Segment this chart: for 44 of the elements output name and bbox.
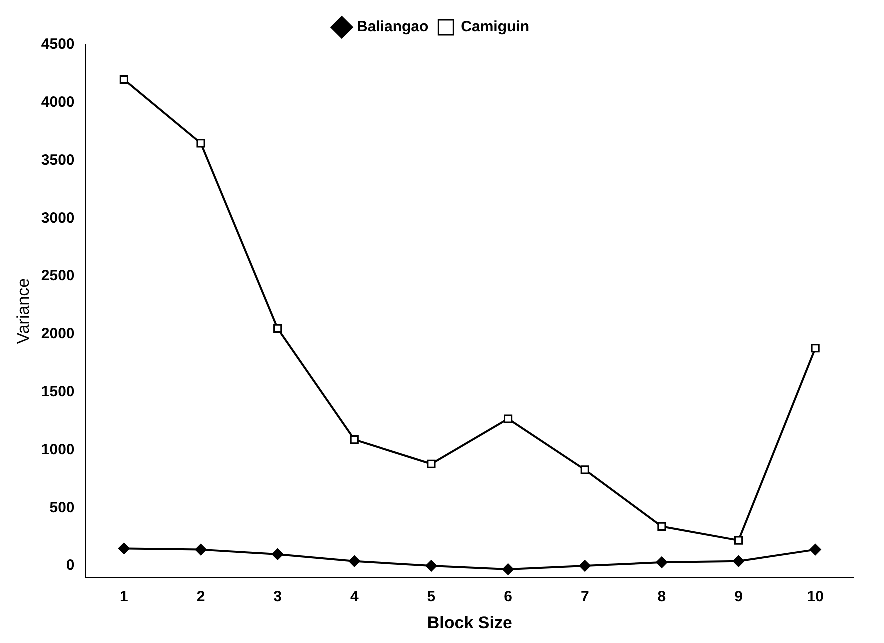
point — [426, 560, 438, 572]
x-tick-label: 3 — [274, 588, 282, 606]
y-tick-label: 2500 — [41, 268, 75, 285]
point — [579, 560, 591, 572]
y-tick-label: 2000 — [41, 326, 75, 343]
point — [811, 344, 820, 353]
x-tick-label: 2 — [196, 588, 206, 606]
y-axis-title: Variance — [14, 278, 33, 344]
point — [656, 556, 668, 568]
point — [427, 460, 436, 468]
point — [810, 544, 822, 556]
point — [118, 542, 130, 554]
y-tick-label: 3500 — [41, 152, 75, 169]
legend-label: Camiguin — [461, 18, 530, 36]
legend-label: Baliangao — [356, 18, 429, 36]
point — [734, 536, 744, 545]
point — [502, 564, 514, 576]
x-tick-label: 10 — [807, 588, 824, 606]
point — [504, 414, 513, 424]
x-tick-label: 5 — [427, 588, 436, 606]
point — [580, 466, 590, 474]
y-tick-label: 1500 — [41, 383, 75, 400]
point — [272, 548, 284, 560]
point — [658, 522, 666, 531]
x-tick-label: 4 — [350, 588, 360, 606]
x-axis-title: Block Size — [427, 613, 512, 632]
x-tick-label: 7 — [580, 588, 590, 606]
x-tick-label: 6 — [504, 588, 512, 606]
point — [733, 556, 745, 568]
x-tick-label: 1 — [120, 588, 128, 606]
x-tick-label: 8 — [658, 588, 666, 606]
y-tick-label: 4500 — [41, 36, 75, 54]
point — [274, 324, 282, 333]
y-tick-label: 4000 — [41, 94, 75, 112]
point — [350, 436, 359, 444]
point — [195, 544, 207, 556]
y-tick-label: 1000 — [41, 441, 75, 458]
point — [348, 556, 360, 568]
point — [120, 75, 128, 84]
y-tick-label: 3000 — [41, 210, 75, 227]
x-tick-label: 9 — [734, 588, 743, 606]
y-tick-label: 0 — [66, 557, 75, 574]
y-tick-label: 500 — [50, 499, 75, 516]
point — [196, 139, 206, 148]
